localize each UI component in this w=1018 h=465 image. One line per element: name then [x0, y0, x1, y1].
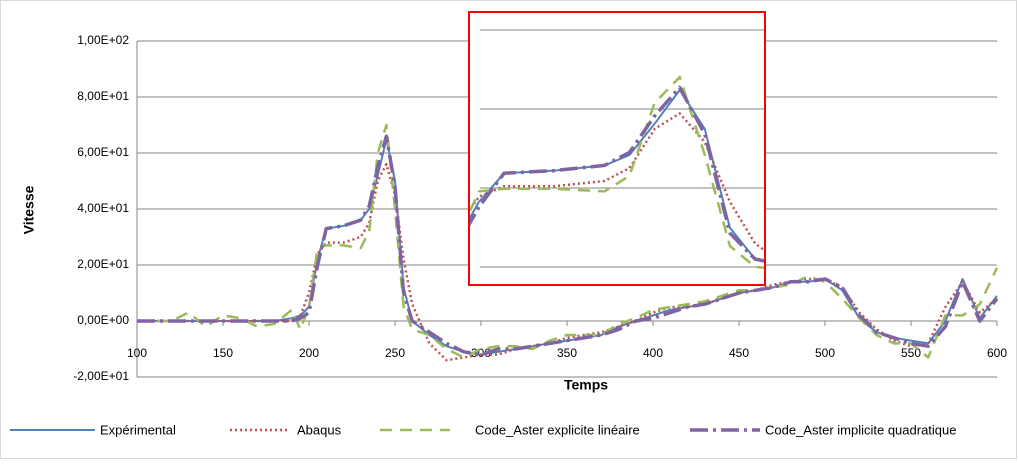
x-tick-label: 500 [815, 346, 835, 360]
inset-border [468, 11, 766, 286]
x-tick-label: 150 [213, 346, 233, 360]
y-tick-label: 2,00E+01 [77, 257, 129, 271]
x-tick-label: 600 [987, 346, 1007, 360]
x-tick-label: 550 [901, 346, 921, 360]
x-tick-label: 450 [729, 346, 749, 360]
legend: Expérimental Abaqus Code_Aster explicite l… [10, 422, 957, 437]
x-tick-label: 200 [299, 346, 319, 360]
x-tick-label: 350 [557, 346, 577, 360]
x-tick-label: 400 [643, 346, 663, 360]
x-tick-label: 100 [127, 346, 147, 360]
y-tick-label: 0,00E+00 [77, 313, 129, 327]
x-axis-title: Temps [564, 377, 608, 393]
x-tick-label: 250 [385, 346, 405, 360]
legend-label: Code_Aster implicite quadratique [765, 422, 957, 437]
inset-background [469, 12, 765, 285]
legend-label: Code_Aster explicite linéaire [475, 422, 640, 437]
y-tick-label: 4,00E+01 [77, 201, 129, 215]
y-tick-label: -2,00E+01 [73, 369, 129, 383]
y-tick-label: 8,00E+01 [77, 89, 129, 103]
legend-label: Abaqus [297, 422, 342, 437]
inset [468, 11, 766, 286]
y-tick-label: 6,00E+01 [77, 145, 129, 159]
series-line [137, 134, 999, 357]
x-tick-label: 300 [471, 346, 491, 360]
legend-label: Expérimental [100, 422, 176, 437]
y-axis-title: Vitesse [21, 185, 37, 234]
y-tick-label: 1,00E+02 [77, 33, 129, 47]
